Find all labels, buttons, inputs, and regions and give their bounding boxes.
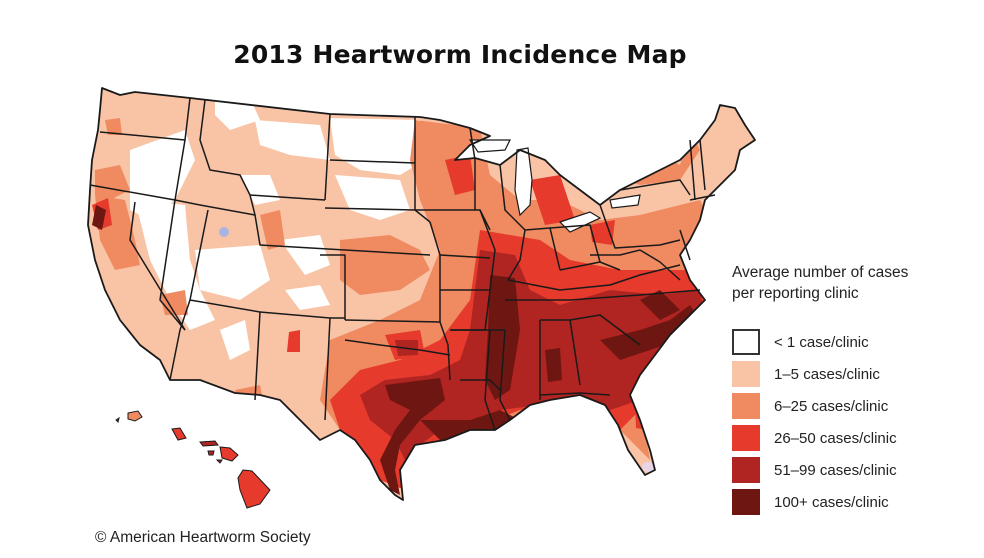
legend-item-100plus: 100+ cases/clinic — [732, 486, 972, 518]
legend-item-6-25: 6–25 cases/clinic — [732, 390, 972, 422]
legend-title-line1: Average number of cases — [732, 264, 909, 281]
state-borders — [87, 87, 756, 501]
map-title: 2013 Heartworm Incidence Map — [233, 40, 687, 69]
anomaly-dot-florida — [642, 462, 654, 472]
legend-swatch — [732, 393, 760, 419]
legend-item-1-5: 1–5 cases/clinic — [732, 358, 972, 390]
legend-item-lt1: < 1 case/clinic — [732, 326, 972, 358]
hawaii-molokai — [199, 440, 219, 447]
legend: Average number of cases per reporting cl… — [732, 262, 972, 518]
legend-swatch — [732, 361, 760, 387]
legend-label: < 1 case/clinic — [774, 333, 869, 351]
hawaii-oahu — [171, 427, 187, 441]
hawaii-big-island — [237, 469, 271, 509]
anomaly-dot-utah — [219, 227, 229, 237]
hawaii-kauai — [127, 410, 143, 422]
legend-swatch — [732, 425, 760, 451]
hawaii-maui — [219, 446, 239, 462]
legend-title: Average number of cases per reporting cl… — [732, 262, 972, 304]
hawaii — [115, 410, 271, 509]
copyright-credit: © American Heartworm Society — [95, 529, 311, 546]
legend-item-26-50: 26–50 cases/clinic — [732, 422, 972, 454]
legend-label: 100+ cases/clinic — [774, 493, 889, 511]
legend-label: 1–5 cases/clinic — [774, 365, 880, 383]
legend-title-line2: per reporting clinic — [732, 285, 859, 302]
legend-label: 51–99 cases/clinic — [774, 461, 897, 479]
legend-item-51-99: 51–99 cases/clinic — [732, 454, 972, 486]
legend-label: 26–50 cases/clinic — [774, 429, 897, 447]
legend-swatch — [732, 329, 760, 355]
legend-swatch — [732, 457, 760, 483]
lower-48-fill — [88, 88, 755, 500]
legend-label: 6–25 cases/clinic — [774, 397, 889, 415]
legend-swatch — [732, 489, 760, 515]
